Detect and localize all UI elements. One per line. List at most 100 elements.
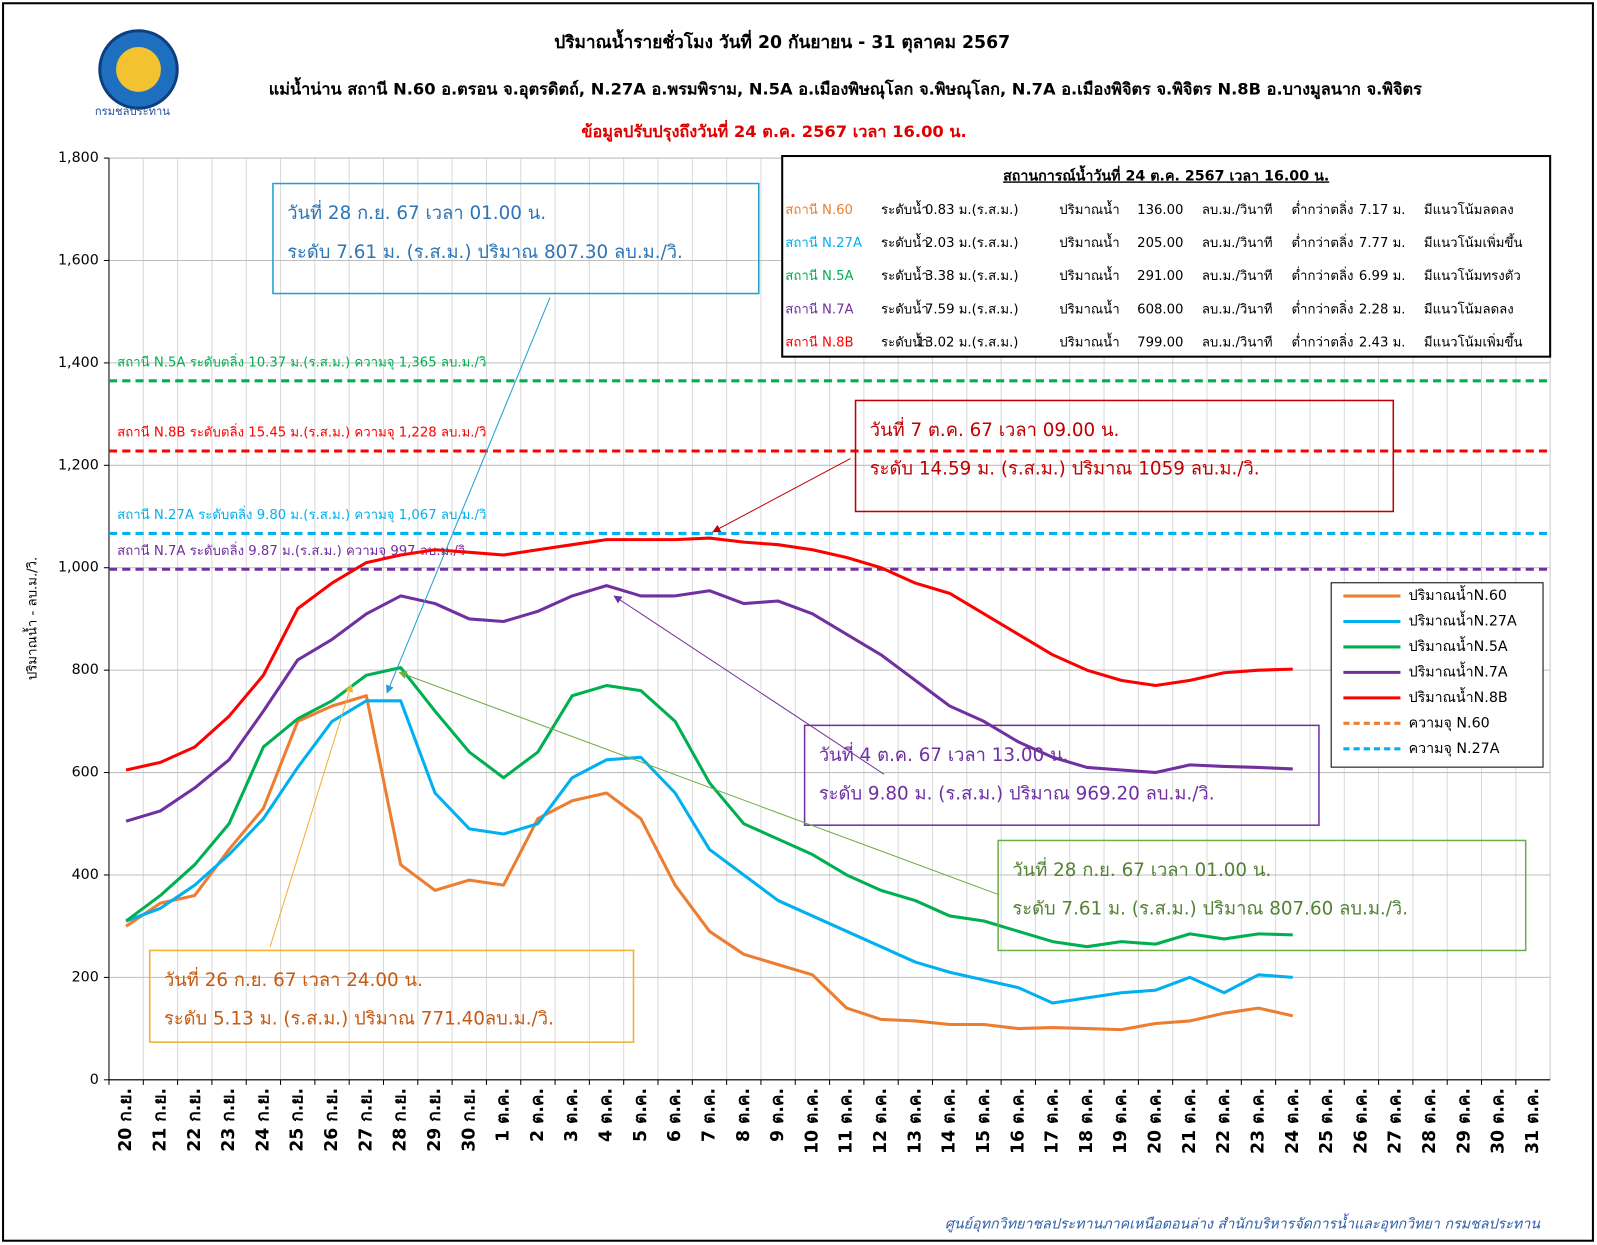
x-tick-label: 22 ก.ย. [185, 1088, 205, 1152]
status-cell: สถานี N.5A [785, 268, 853, 284]
chart-subtitle: แม่น้ำน่าน สถานี N.60 อ.ตรอน จ.อุตรดิตถ์… [269, 76, 1422, 100]
chart-title: ปริมาณน้ำรายชั่วโมง วันที่ 20 กันยายน - … [554, 29, 1010, 53]
legend-label: ปริมาณน้ำN.8B [1409, 687, 1508, 706]
series-line [125, 536, 1293, 772]
x-tick-label: 6 ต.ค. [665, 1088, 685, 1142]
annotation-arrow [398, 671, 999, 895]
status-cell: ต่ำกว่าตลิ่ง [1291, 332, 1353, 350]
x-tick-label: 21 ก.ย. [150, 1088, 170, 1152]
x-tick-label: 22 ต.ค. [1214, 1088, 1234, 1154]
status-cell: ระดับน้ำ [881, 266, 929, 284]
status-cell: มีแนวโน้มเพิ่มขึ้น [1424, 332, 1523, 350]
annotation-arrow [269, 683, 354, 948]
x-tick-label: 30 ต.ค. [1489, 1088, 1509, 1154]
status-cell: 205.00 [1137, 236, 1183, 251]
x-tick-label: 15 ต.ค. [974, 1088, 994, 1154]
x-tick-label: 9 ต.ค. [768, 1088, 788, 1142]
status-cell: 2.03 ม.(ร.ส.ม.) [925, 236, 1018, 251]
y-axis-label: ปริมาณน้ำ - ลบ.ม./วิ. [23, 557, 41, 680]
annotation-arrow [613, 595, 885, 775]
annotation-box [854, 399, 1395, 513]
x-tick-label: 13 ต.ค. [905, 1088, 925, 1154]
status-cell: มีแนวโน้มทรงตัว [1424, 268, 1521, 284]
x-tick-label: 29 ก.ย. [425, 1088, 445, 1152]
reference-label: สถานี N.5A ระดับตลิ่ง 10.37 ม.(ร.ส.ม.) ค… [117, 352, 486, 370]
x-tick-label: 12 ต.ค. [871, 1088, 891, 1154]
reference-label: สถานี N.8B ระดับตลิ่ง 15.45 ม.(ร.ส.ม.) ค… [117, 423, 486, 441]
annotation-text: วันที่ 26 ก.ย. 67 เวลา 24.00 น. [164, 967, 423, 991]
status-cell: ต่ำกว่าตลิ่ง [1291, 299, 1353, 317]
x-tick-label: 24 ต.ค. [1283, 1088, 1303, 1154]
y-tick-label: 400 [72, 867, 99, 883]
status-cell: 0.83 ม.(ร.ส.ม.) [925, 203, 1018, 218]
status-cell: มีแนวโน้มลดลง [1424, 202, 1514, 218]
annotation-text: ระดับ 14.59 ม. (ร.ส.ม.) ปริมาณ 1059 ลบ.ม… [870, 459, 1260, 480]
status-cell: 608.00 [1137, 302, 1183, 317]
status-cell: 13.02 ม.(ร.ส.ม.) [917, 335, 1019, 350]
status-cell: มีแนวโน้มเพิ่มขึ้น [1424, 233, 1523, 251]
y-tick-label: 0 [90, 1072, 99, 1088]
logo: กรมชลประทาน [95, 29, 179, 118]
y-tick-label: 1,800 [58, 150, 99, 166]
status-cell: 799.00 [1137, 335, 1183, 350]
status-cell: ลบ.ม./วินาที [1202, 334, 1273, 350]
x-tick-label: 11 ต.ค. [837, 1088, 857, 1154]
x-tick-label: 5 ต.ค. [631, 1088, 651, 1142]
reference-label: สถานี N.7A ระดับตลิ่ง 9.87 ม.(ร.ส.ม.) คว… [117, 541, 465, 559]
series-line [125, 694, 1294, 1032]
y-tick-label: 1,200 [58, 457, 99, 473]
y-tick-label: 1,600 [58, 252, 99, 268]
logo-text: กรมชลประทาน [95, 105, 170, 118]
status-cell: ปริมาณน้ำ [1059, 266, 1119, 284]
status-cell: ต่ำกว่าตลิ่ง [1291, 200, 1353, 218]
y-tick-label: 1,400 [58, 355, 99, 371]
status-cell: 291.00 [1137, 269, 1183, 284]
x-tick-label: 27 ต.ค. [1386, 1088, 1406, 1154]
annotation-box [997, 839, 1527, 952]
y-tick-label: 800 [72, 662, 99, 678]
legend-label: ปริมาณน้ำN.60 [1409, 585, 1507, 604]
status-cell: 7.59 ม.(ร.ส.ม.) [925, 302, 1018, 317]
annotation-box [272, 182, 760, 295]
footer: ศูนย์อุทกวิทยาชลประทานภาคเหนือตอนล่าง สำ… [945, 1212, 1541, 1232]
y-tick-label: 600 [72, 765, 99, 781]
x-tick-label: 2 ต.ค. [528, 1088, 548, 1142]
status-cell: มีแนวโน้มลดลง [1424, 301, 1514, 317]
status-cell: ระดับน้ำ [881, 299, 929, 317]
x-tick-label: 27 ก.ย. [356, 1088, 376, 1152]
x-tick-label: 14 ต.ค. [940, 1088, 960, 1154]
status-cell: 7.17 ม. [1359, 203, 1406, 218]
status-cell: ต่ำกว่าตลิ่ง [1291, 266, 1353, 284]
annotation-box [148, 949, 635, 1043]
x-tick-label: 4 ต.ค. [597, 1088, 617, 1142]
legend-label: ปริมาณน้ำN.27A [1409, 610, 1517, 629]
status-cell: สถานี N.60 [785, 202, 853, 218]
status-cell: 3.38 ม.(ร.ส.ม.) [925, 269, 1018, 284]
status-cell: 136.00 [1137, 203, 1183, 218]
status-cell: 2.43 ม. [1359, 335, 1406, 350]
status-cell: ลบ.ม./วินาที [1202, 202, 1273, 218]
status-cell: ปริมาณน้ำ [1059, 332, 1119, 350]
status-cell: ปริมาณน้ำ [1059, 200, 1119, 218]
legend-label: ปริมาณน้ำN.7A [1409, 661, 1508, 680]
x-tick-label: 23 ต.ค. [1248, 1088, 1268, 1154]
x-tick-label: 16 ต.ค. [1008, 1088, 1028, 1154]
annotation-text: ระดับ 5.13 ม. (ร.ส.ม.) ปริมาณ 771.40ลบ.ม… [164, 1009, 554, 1030]
status-cell: ลบ.ม./วินาที [1202, 301, 1273, 317]
series-line [125, 666, 1293, 949]
series-line [125, 699, 1293, 1005]
x-tick-label: 20 ก.ย. [116, 1088, 136, 1152]
x-tick-label: 29 ต.ค. [1454, 1088, 1474, 1154]
status-title: สถานการณ์น้ำวันที่ 24 ต.ค. 2567 เวลา 16.… [1003, 164, 1329, 184]
status-cell: ระดับน้ำ [881, 200, 929, 218]
reference-label: สถานี N.27A ระดับตลิ่ง 9.80 ม.(ร.ส.ม.) ค… [117, 505, 486, 523]
annotation-text: ระดับ 7.61 ม. (ร.ส.ม.) ปริมาณ 807.30 ลบ.… [287, 242, 683, 263]
x-tick-label: 26 ต.ค. [1351, 1088, 1371, 1154]
y-tick-label: 1,000 [58, 560, 99, 576]
x-tick-label: 10 ต.ค. [802, 1088, 822, 1154]
status-cell: ระดับน้ำ [881, 332, 929, 350]
x-tick-label: 1 ต.ค. [494, 1088, 514, 1142]
x-tick-label: 25 ก.ย. [288, 1088, 308, 1152]
x-tick-label: 7 ต.ค. [699, 1088, 719, 1142]
annotation-text: ระดับ 7.61 ม. (ร.ส.ม.) ปริมาณ 807.60 ลบ.… [1012, 899, 1408, 920]
